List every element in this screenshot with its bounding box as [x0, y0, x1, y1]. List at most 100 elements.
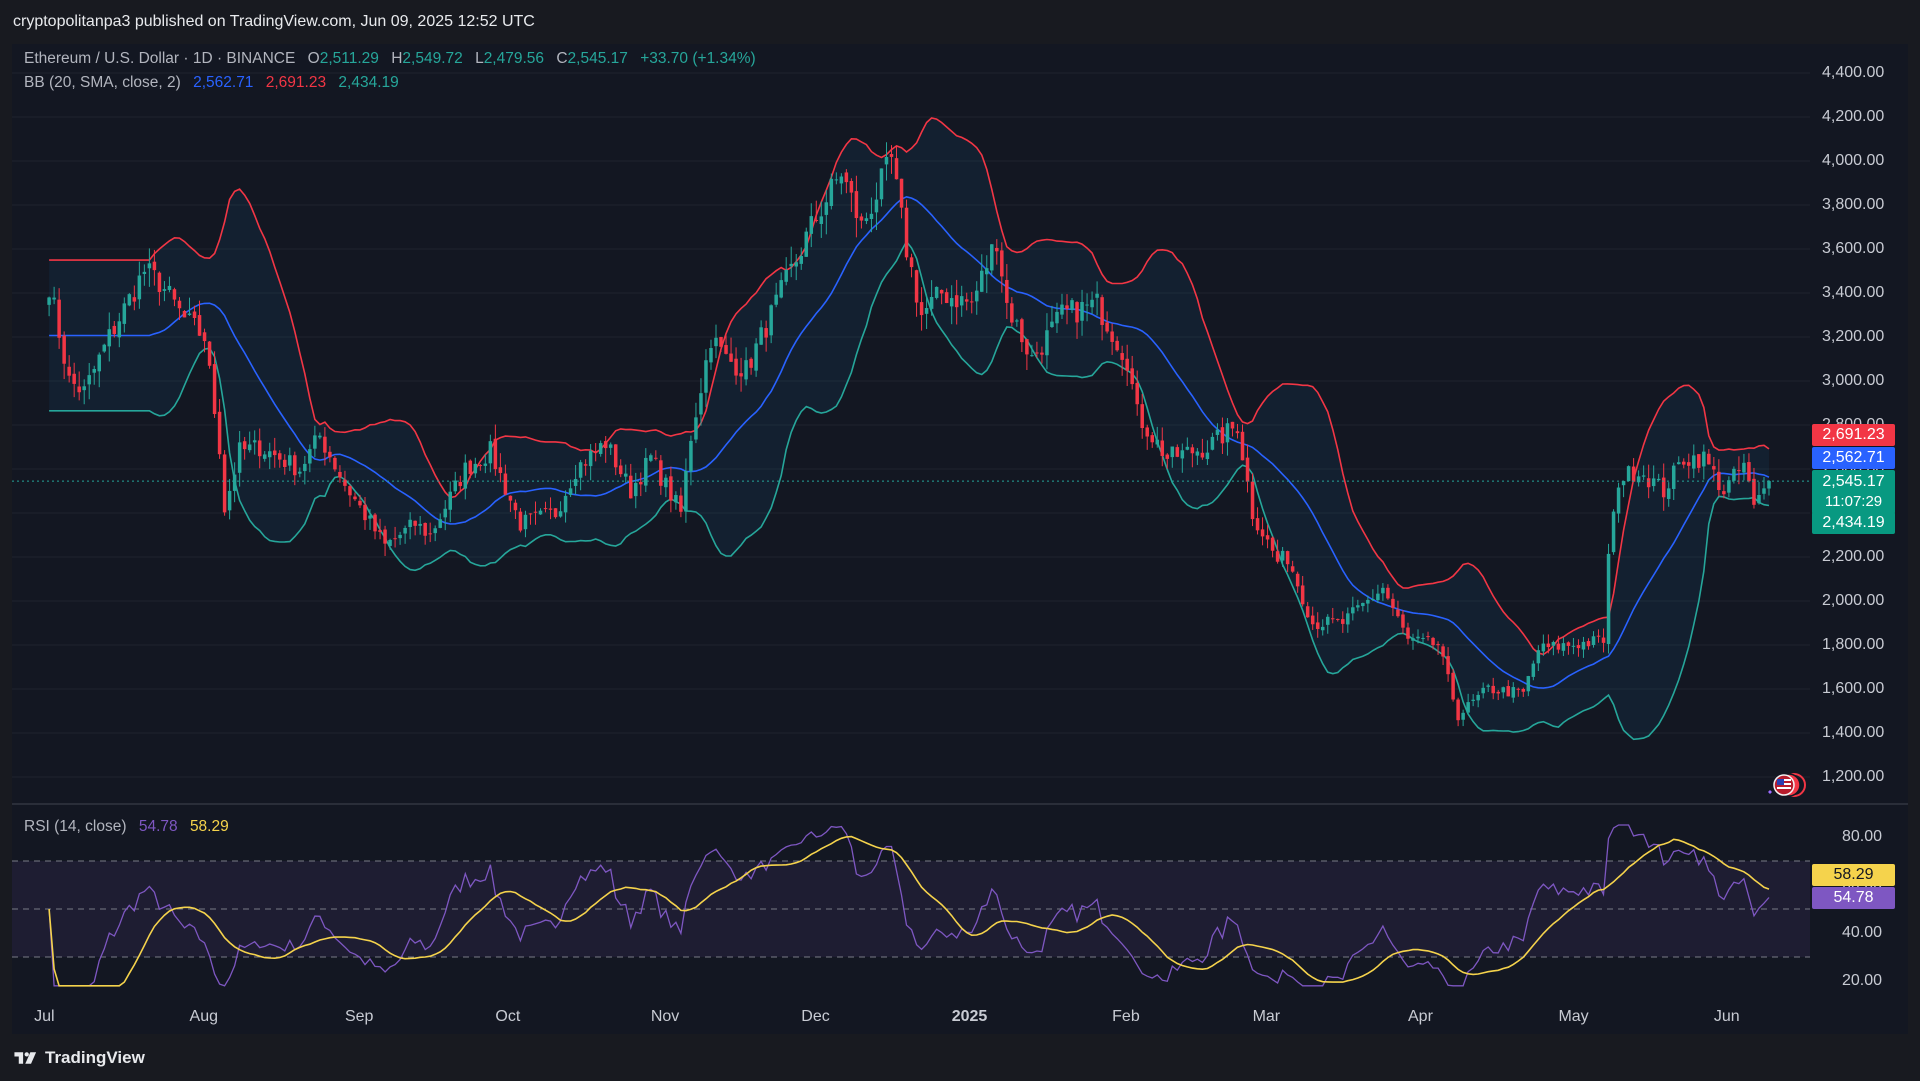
bb-label[interactable]: BB (20, SMA, close, 2) — [24, 74, 181, 91]
candle-body[interactable] — [1576, 645, 1581, 649]
candle-body[interactable] — [1110, 331, 1114, 342]
candle-body[interactable] — [553, 508, 558, 518]
candle-body[interactable] — [1260, 529, 1265, 537]
candle-body[interactable] — [1541, 643, 1546, 652]
candle-body[interactable] — [267, 451, 272, 458]
candle-body[interactable] — [1461, 712, 1465, 720]
candle-body[interactable] — [1692, 455, 1696, 469]
candle-body[interactable] — [1581, 641, 1586, 650]
candle-body[interactable] — [1090, 299, 1094, 308]
candle-body[interactable] — [1626, 466, 1631, 482]
candle-body[interactable] — [563, 495, 568, 513]
candle-body[interactable] — [1591, 636, 1596, 646]
candle-body[interactable] — [1295, 573, 1300, 587]
candle-body[interactable] — [1210, 436, 1215, 450]
candle-body[interactable] — [618, 465, 623, 475]
candle-body[interactable] — [1020, 319, 1024, 343]
candle-body[interactable] — [1255, 518, 1260, 531]
candle-body[interactable] — [1421, 637, 1425, 639]
candle-body[interactable] — [874, 199, 879, 213]
candle-body[interactable] — [1451, 672, 1455, 700]
candle-body[interactable] — [558, 511, 563, 517]
candle-body[interactable] — [714, 337, 718, 347]
candle-body[interactable] — [623, 473, 628, 477]
candle-body[interactable] — [1376, 593, 1380, 601]
candle-body[interactable] — [699, 393, 703, 415]
candle-body[interactable] — [237, 442, 242, 473]
candle-body[interactable] — [1551, 642, 1556, 646]
candle-body[interactable] — [1040, 352, 1044, 355]
candle-body[interactable] — [428, 533, 432, 535]
candle-body[interactable] — [583, 464, 588, 466]
candle-body[interactable] — [127, 294, 132, 306]
candle-body[interactable] — [769, 305, 773, 336]
candle-body[interactable] — [1361, 602, 1365, 607]
candle-body[interactable] — [894, 158, 899, 180]
candle-body[interactable] — [1250, 481, 1255, 520]
candle-body[interactable] — [1030, 355, 1034, 357]
candle-body[interactable] — [573, 478, 578, 486]
candle-body[interactable] — [1767, 481, 1771, 489]
candle-body[interactable] — [944, 292, 949, 304]
candle-body[interactable] — [1546, 643, 1551, 648]
candle-body[interactable] — [1561, 643, 1566, 651]
candle-body[interactable] — [403, 527, 407, 534]
candle-body[interactable] — [1501, 687, 1505, 693]
candle-body[interactable] — [1205, 452, 1210, 460]
candle-body[interactable] — [1120, 353, 1124, 360]
candle-body[interactable] — [598, 443, 603, 454]
candle-body[interactable] — [152, 261, 157, 271]
candle-body[interactable] — [197, 315, 202, 336]
candle-body[interactable] — [77, 386, 81, 393]
candle-body[interactable] — [1471, 699, 1475, 701]
candle-body[interactable] — [1611, 511, 1616, 553]
candle-body[interactable] — [122, 303, 127, 324]
candle-body[interactable] — [729, 353, 733, 362]
candle-body[interactable] — [1747, 462, 1751, 482]
candle-body[interactable] — [1411, 638, 1415, 641]
candle-body[interactable] — [458, 481, 463, 487]
candle-body[interactable] — [774, 294, 778, 305]
candle-body[interactable] — [1646, 478, 1651, 488]
candle-body[interactable] — [1100, 297, 1104, 325]
candle-body[interactable] — [814, 219, 819, 221]
candle-body[interactable] — [1431, 637, 1435, 646]
candle-body[interactable] — [1381, 587, 1385, 594]
candle-body[interactable] — [378, 530, 382, 532]
candle-body[interactable] — [1661, 477, 1666, 498]
candle-body[interactable] — [684, 470, 688, 512]
candle-body[interactable] — [137, 275, 142, 300]
candle-body[interactable] — [1225, 423, 1230, 443]
candle-body[interactable] — [985, 268, 989, 275]
candle-body[interactable] — [1712, 466, 1716, 470]
candle-body[interactable] — [1346, 613, 1350, 625]
candle-body[interactable] — [1000, 250, 1004, 277]
candle-body[interactable] — [659, 460, 663, 486]
candle-body[interactable] — [879, 168, 884, 200]
candle-body[interactable] — [824, 202, 829, 215]
candle-body[interactable] — [503, 473, 508, 495]
candle-body[interactable] — [854, 191, 859, 219]
candle-body[interactable] — [1571, 645, 1576, 647]
candle-body[interactable] — [262, 454, 267, 459]
candle-body[interactable] — [142, 271, 147, 274]
candle-body[interactable] — [1235, 431, 1240, 434]
candle-body[interactable] — [1496, 691, 1500, 694]
candle-body[interactable] — [423, 522, 427, 536]
candle-body[interactable] — [1757, 494, 1761, 504]
candle-body[interactable] — [719, 336, 723, 347]
candle-body[interactable] — [969, 301, 974, 303]
candle-body[interactable] — [1105, 322, 1109, 332]
candle-body[interactable] — [578, 462, 583, 478]
candle-body[interactable] — [1401, 614, 1405, 628]
candle-body[interactable] — [242, 441, 247, 450]
candle-body[interactable] — [418, 523, 422, 526]
candle-body[interactable] — [177, 300, 182, 309]
candle-body[interactable] — [1511, 687, 1516, 698]
candle-body[interactable] — [1265, 535, 1270, 540]
candle-body[interactable] — [528, 513, 533, 515]
candle-body[interactable] — [784, 269, 788, 282]
candle-body[interactable] — [1025, 339, 1029, 355]
candle-body[interactable] — [1080, 301, 1084, 321]
candle-body[interactable] — [1085, 304, 1089, 306]
